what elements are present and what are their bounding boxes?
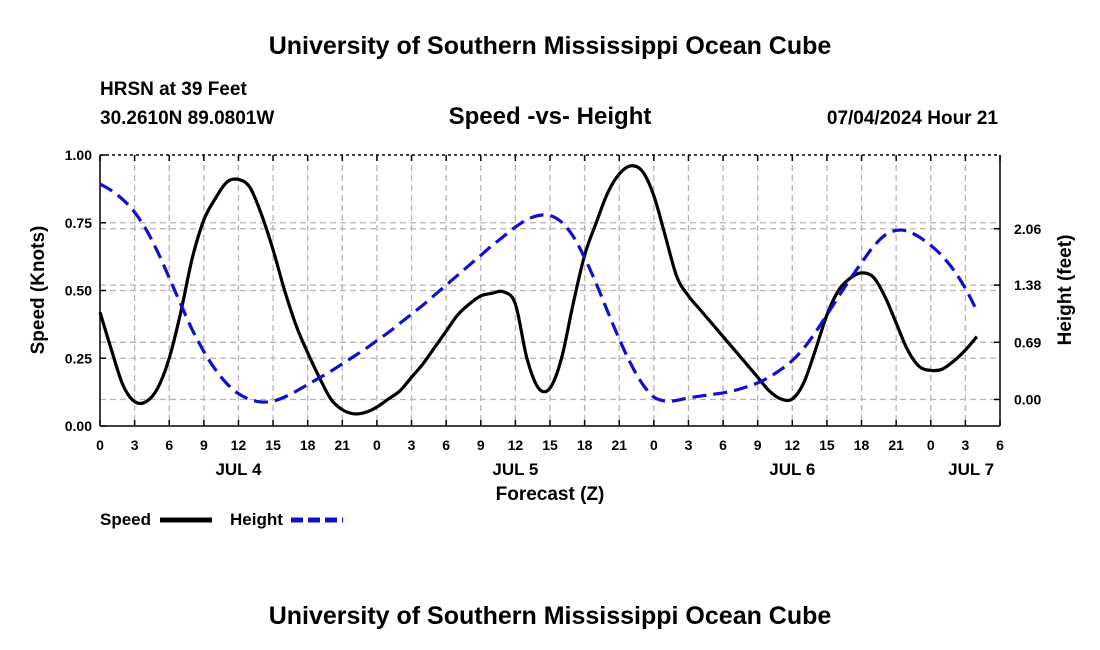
x-tick-label: 15 — [265, 437, 281, 453]
x-tick-label: 0 — [650, 437, 658, 453]
y-left-tick-label: 1.00 — [65, 147, 92, 163]
x-tick-label: 12 — [785, 437, 801, 453]
day-label: JUL 5 — [492, 460, 538, 479]
x-tick-label: 12 — [508, 437, 524, 453]
x-tick-label: 15 — [542, 437, 558, 453]
x-tick-label: 6 — [719, 437, 727, 453]
chart-title: Speed -vs- Height — [449, 103, 652, 130]
x-tick-label: 21 — [888, 437, 904, 453]
x-tick-label: 21 — [611, 437, 627, 453]
y-left-tick-label: 0.00 — [65, 418, 92, 434]
legend-height-label: Height — [230, 510, 283, 529]
x-tick-label: 6 — [996, 437, 1004, 453]
x-tick-label: 0 — [96, 437, 104, 453]
x-tick-label: 6 — [165, 437, 173, 453]
x-tick-label: 18 — [854, 437, 870, 453]
legend: Speed Height — [100, 510, 343, 529]
x-tick-label: 3 — [685, 437, 693, 453]
height-series-line — [99, 182, 979, 404]
y-axis-right-label: Height (feet) — [1055, 235, 1076, 346]
x-tick-label: 9 — [200, 437, 208, 453]
x-tick-label: 21 — [335, 437, 351, 453]
x-tick-label: 15 — [819, 437, 835, 453]
x-tick-label: 0 — [373, 437, 381, 453]
legend-speed-label: Speed — [100, 510, 151, 529]
y-right-tick-label: 0.69 — [1014, 334, 1041, 350]
grid — [100, 155, 1000, 426]
x-tick-label: 6 — [442, 437, 450, 453]
y-right-tick-label: 0.00 — [1014, 391, 1041, 407]
x-tick-label: 18 — [300, 437, 316, 453]
y-left-tick-label: 0.75 — [65, 215, 92, 231]
page-title: University of Southern Mississippi Ocean… — [269, 32, 832, 60]
datetime-label: 07/04/2024 Hour 21 — [827, 108, 999, 129]
x-tick-label: 0 — [927, 437, 935, 453]
station-label: HRSN at 39 Feet — [100, 79, 247, 100]
x-tick-label: 9 — [754, 437, 762, 453]
y-left-tick-label: 0.25 — [65, 350, 92, 366]
speed-series-line — [98, 164, 979, 416]
footer-title: University of Southern Mississippi Ocean… — [269, 602, 832, 630]
series-lines — [98, 164, 979, 416]
day-label: JUL 6 — [769, 460, 815, 479]
day-label: JUL 4 — [215, 460, 262, 479]
x-tick-label: 12 — [231, 437, 247, 453]
x-axis-label: Forecast (Z) — [496, 484, 605, 505]
location-label: 30.2610N 89.0801W — [100, 108, 274, 129]
y-axis-left-label: Speed (Knots) — [28, 226, 49, 355]
x-tick-label: 18 — [577, 437, 593, 453]
day-label: JUL 7 — [948, 460, 994, 479]
y-right-tick-label: 1.38 — [1014, 277, 1041, 293]
axis-ticks: 0.00 0.25 0.50 0.75 1.00 0.00 0.69 1.38 2.06 0 3 6 9… — [65, 147, 1042, 479]
y-left-tick-label: 0.50 — [65, 283, 92, 299]
x-tick-label: 9 — [477, 437, 485, 453]
x-tick-label: 3 — [131, 437, 139, 453]
x-tick-label: 3 — [408, 437, 416, 453]
y-right-tick-label: 2.06 — [1014, 221, 1041, 237]
x-tick-label: 3 — [961, 437, 969, 453]
